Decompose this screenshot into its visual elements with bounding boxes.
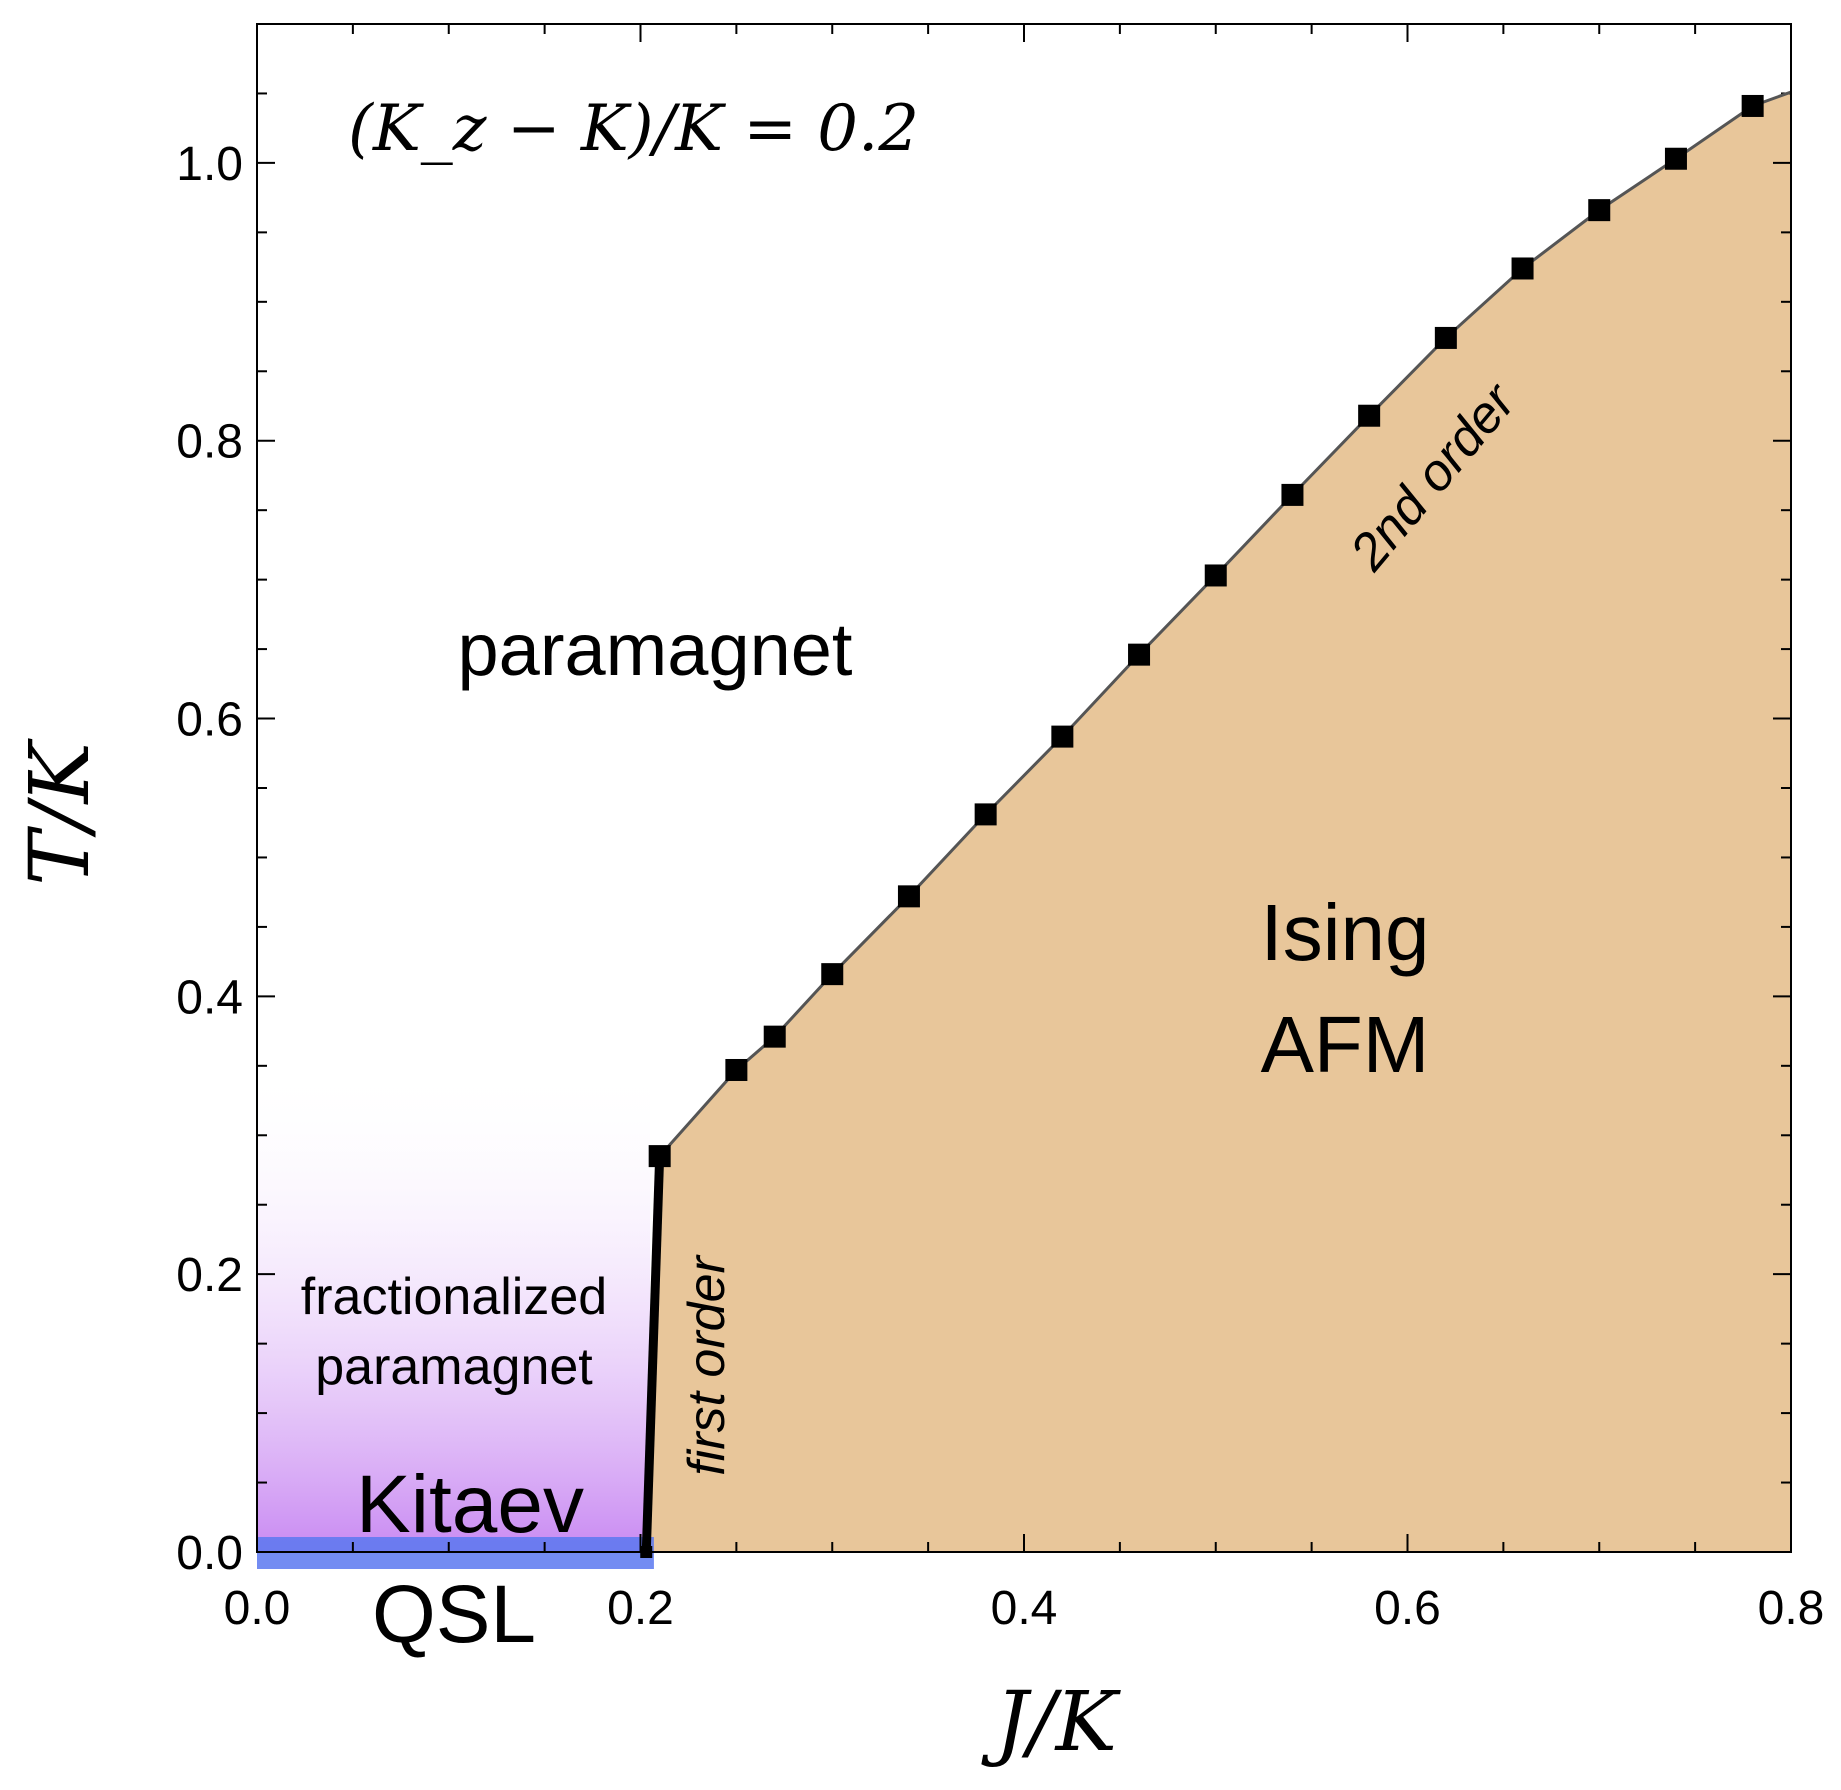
data-point [1588, 199, 1611, 222]
y-tick-label: 0.0 [176, 1527, 243, 1580]
label-kitaev: Kitaev [356, 1459, 584, 1550]
y-tick-label: 0.2 [176, 1249, 243, 1302]
y-tick-label: 1.0 [176, 138, 243, 191]
x-tick-label: 0.6 [1374, 1582, 1441, 1635]
y-tick-label: 0.4 [176, 971, 243, 1024]
data-point [897, 885, 920, 908]
label-frac-paramagnet: paramagnet [315, 1338, 593, 1396]
y-tick-label: 0.8 [176, 416, 243, 469]
x-tick-label: 0.0 [224, 1582, 291, 1635]
data-point [821, 963, 844, 986]
first-order-line [641, 1155, 665, 1553]
data-point [974, 803, 997, 826]
data-point [763, 1025, 786, 1048]
data-point [1434, 326, 1457, 349]
x-tick-label: 0.2 [607, 1582, 674, 1635]
label-qsl: QSL [372, 1569, 536, 1660]
label-first-order: first order [678, 1254, 736, 1476]
data-point [1051, 725, 1074, 748]
label-ising: Ising [1261, 888, 1430, 977]
data-point [1358, 404, 1381, 427]
fractionalized-region [257, 1065, 651, 1552]
label-fractionalized: fractionalized [301, 1268, 607, 1326]
data-point [1281, 483, 1304, 506]
ising-afm-region [646, 92, 1792, 1553]
chart-title: (K_z − K)/K = 0.2 [348, 92, 919, 166]
plot-frame [256, 23, 1792, 1553]
x-tick-label: 0.8 [1758, 1582, 1825, 1635]
data-point [1511, 257, 1534, 280]
y-axis-label: T/K [13, 737, 108, 885]
data-point [1128, 643, 1151, 666]
data-point [1204, 564, 1227, 587]
x-tick-label: 0.4 [991, 1582, 1058, 1635]
x-axis-label: J/K [981, 1675, 1121, 1770]
data-point [1741, 94, 1764, 117]
data-point [1664, 147, 1687, 170]
data-point [725, 1058, 748, 1081]
label-afm: AFM [1261, 1000, 1430, 1089]
data-point [648, 1145, 671, 1168]
label-paramagnet: paramagnet [458, 608, 853, 691]
y-tick-label: 0.6 [176, 694, 243, 747]
